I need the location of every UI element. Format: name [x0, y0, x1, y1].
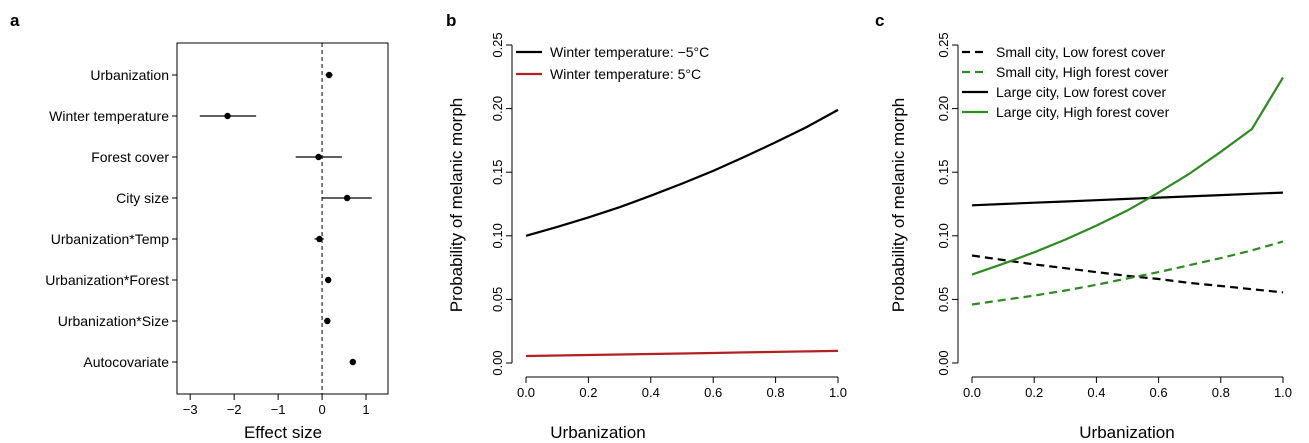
panel-label-c: c — [875, 11, 884, 30]
plot-frame — [176, 42, 389, 395]
panel-label-b: b — [446, 11, 456, 30]
legend-entry: Large city, High forest cover — [996, 104, 1170, 120]
panel-label-a: a — [10, 11, 20, 30]
y-tick-label: 0.00 — [490, 350, 505, 375]
axes: 0.00 0.05 0.10 0.15 0.20 0.25 0.0 0.2 0.4 0.6 0.8 1… — [936, 32, 1292, 400]
line-chart-panel-temperature: 0.00 0.05 0.10 0.15 0.20 0.25 0.0 0.2 0.4 0.6 0.8 1… — [447, 32, 847, 442]
category-label: Forest cover — [91, 149, 169, 165]
legend: Winter temperature: −5°C Winter temperatu… — [516, 44, 709, 82]
x-tick-label: 1.0 — [829, 385, 847, 400]
series-lines — [971, 76, 1284, 306]
y-tick-label: 0.20 — [490, 96, 505, 121]
x-tick-label: 0.8 — [767, 385, 785, 400]
x-tick-label: 0 — [318, 402, 325, 417]
estimate-point — [315, 153, 322, 161]
estimate-point — [343, 194, 351, 202]
x-axis-label: Urbanization — [1079, 423, 1174, 442]
y-tick-label: 0.05 — [490, 287, 505, 312]
series-line — [525, 108, 839, 237]
x-tick-label: 0.2 — [1025, 385, 1043, 400]
estimate-point — [224, 112, 231, 120]
x-tick-label: −1 — [271, 402, 286, 417]
category-label: Urbanization*Temp — [51, 231, 169, 247]
category-label: Urbanization — [90, 67, 169, 83]
legend-entry: Large city, Low forest cover — [996, 84, 1166, 100]
x-tick-label: 1 — [362, 402, 369, 417]
category-label: Urbanization*Forest — [45, 272, 169, 288]
effect-estimates — [199, 71, 372, 366]
x-axis-ticks: −3 −2 −1 0 1 — [183, 394, 370, 417]
x-axis-label: Effect size — [244, 423, 322, 442]
x-tick-label: 0.6 — [704, 385, 722, 400]
axes: 0.00 0.05 0.10 0.15 0.20 0.25 0.0 0.2 0.4 0.6 0.8 1… — [490, 32, 847, 400]
x-tick-label: 0.6 — [1150, 385, 1168, 400]
legend-entry: Winter temperature: 5°C — [550, 66, 701, 82]
y-tick-label: 0.10 — [936, 223, 951, 248]
y-tick-label: 0.00 — [936, 350, 951, 375]
series-line — [971, 240, 1284, 306]
x-tick-label: 0.0 — [517, 385, 535, 400]
series-lines — [525, 108, 839, 358]
x-tick-label: 0.8 — [1212, 385, 1230, 400]
x-tick-label: 0.4 — [1087, 385, 1105, 400]
legend-entry: Small city, Low forest cover — [996, 44, 1166, 60]
estimate-point — [316, 235, 323, 243]
y-axis-label: Probability of melanic morph — [889, 98, 908, 312]
x-tick-label: 0.0 — [963, 385, 981, 400]
category-labels: Urbanization Winter temperature Forest cov… — [45, 67, 177, 370]
series-line — [971, 191, 1284, 207]
estimate-point — [325, 71, 333, 79]
y-tick-label: 0.15 — [490, 160, 505, 185]
y-tick-label: 0.05 — [936, 287, 951, 312]
estimate-point — [349, 358, 357, 366]
series-line — [971, 76, 1284, 276]
x-tick-label: −3 — [183, 402, 198, 417]
y-axis-label: Probability of melanic morph — [447, 98, 466, 312]
legend-entry: Small city, High forest cover — [996, 64, 1169, 80]
forest-plot-panel: Urbanization Winter temperature Forest cov… — [45, 42, 389, 442]
y-tick-label: 0.25 — [936, 32, 951, 57]
estimate-point — [324, 317, 331, 325]
category-label: Urbanization*Size — [58, 313, 169, 329]
category-label: City size — [116, 190, 169, 206]
y-tick-label: 0.20 — [936, 96, 951, 121]
x-tick-label: 0.4 — [642, 385, 660, 400]
legend: Small city, Low forest cover Small city, … — [962, 44, 1170, 120]
x-axis-label: Urbanization — [550, 423, 645, 442]
category-label: Winter temperature — [49, 108, 169, 124]
estimate-point — [325, 276, 332, 284]
y-tick-label: 0.10 — [490, 223, 505, 248]
series-line — [971, 254, 1284, 294]
category-label: Autocovariate — [83, 354, 169, 370]
line-chart-panel-city-forest: 0.00 0.05 0.10 0.15 0.20 0.25 0.0 0.2 0.4 0.6 0.8 1… — [889, 32, 1292, 442]
x-tick-label: −2 — [227, 402, 242, 417]
x-tick-label: 0.2 — [579, 385, 597, 400]
series-line — [525, 349, 839, 358]
y-tick-label: 0.25 — [490, 32, 505, 57]
x-tick-label: 1.0 — [1274, 385, 1292, 400]
y-tick-label: 0.15 — [936, 160, 951, 185]
legend-entry: Winter temperature: −5°C — [550, 44, 709, 60]
